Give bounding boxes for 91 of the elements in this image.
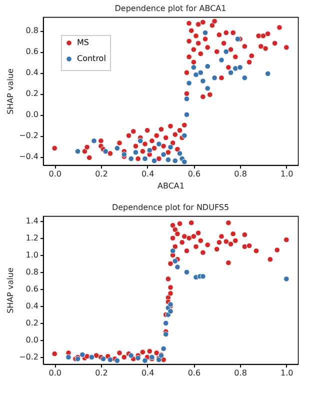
x-tick-label: 1.0 bbox=[280, 368, 294, 378]
point bbox=[128, 352, 134, 358]
y-tick-label: 0.2 bbox=[26, 318, 38, 328]
x-tick-label: 1.0 bbox=[280, 170, 294, 178]
point bbox=[91, 138, 97, 144]
x-tick-label: 0.0 bbox=[48, 368, 62, 378]
point bbox=[198, 70, 204, 76]
x-tick-label: 0.2 bbox=[95, 170, 108, 178]
point bbox=[162, 331, 169, 338]
point bbox=[232, 66, 238, 72]
point bbox=[182, 158, 188, 165]
y-tick-label: 1.0 bbox=[26, 250, 38, 260]
y-tick-label: −0.4 bbox=[19, 152, 38, 162]
point bbox=[182, 132, 188, 138]
point bbox=[184, 269, 190, 276]
y-tick-label: 0.6 bbox=[26, 284, 38, 294]
chart-title: Dependence plot for ABCA1 bbox=[114, 4, 226, 13]
point bbox=[242, 74, 248, 81]
point bbox=[162, 320, 169, 326]
point bbox=[172, 258, 178, 264]
y-tick-label: 0.8 bbox=[26, 268, 38, 277]
legend-label: Control bbox=[77, 54, 106, 63]
point bbox=[170, 248, 176, 254]
point bbox=[100, 356, 106, 362]
point bbox=[128, 156, 134, 162]
point bbox=[212, 74, 218, 81]
point bbox=[172, 158, 178, 164]
x-tick-label: 0.0 bbox=[48, 170, 62, 178]
point bbox=[142, 358, 148, 364]
y-tick-label: 0.8 bbox=[26, 26, 38, 36]
x-tick-label: 0.4 bbox=[141, 368, 154, 378]
point bbox=[114, 145, 120, 152]
point bbox=[237, 64, 243, 70]
point bbox=[184, 96, 190, 102]
point bbox=[146, 147, 153, 154]
y-axis-title: SHAP value bbox=[6, 68, 16, 114]
point bbox=[200, 274, 206, 280]
point bbox=[176, 150, 183, 156]
point bbox=[74, 148, 81, 154]
y-tick-label: −0.2 bbox=[19, 131, 38, 140]
point bbox=[135, 355, 141, 361]
point bbox=[202, 30, 208, 36]
x-tick-label: 0.6 bbox=[188, 170, 201, 178]
point bbox=[160, 152, 166, 158]
point bbox=[168, 144, 174, 150]
legend-label: MS bbox=[77, 38, 89, 47]
y-axis-title: SHAP value bbox=[6, 268, 16, 314]
y-tick-label: 1.4 bbox=[26, 216, 38, 226]
point bbox=[156, 141, 162, 147]
point bbox=[200, 78, 206, 84]
point bbox=[186, 80, 192, 86]
point bbox=[80, 352, 86, 358]
point bbox=[160, 346, 166, 352]
point bbox=[137, 138, 144, 144]
point bbox=[114, 358, 120, 364]
point bbox=[284, 276, 290, 282]
point bbox=[228, 70, 234, 76]
chart-title: Dependence plot for NDUFS5 bbox=[112, 203, 230, 212]
x-tick-label: 0.4 bbox=[141, 170, 154, 178]
point bbox=[168, 308, 174, 314]
y-tick-label: 0.0 bbox=[26, 110, 38, 120]
point bbox=[193, 72, 199, 78]
point bbox=[184, 112, 190, 118]
point bbox=[66, 354, 72, 360]
x-axis-title: ABCA1 bbox=[158, 182, 184, 190]
y-tick-label: 1.2 bbox=[26, 234, 38, 243]
y-tick-label: 0.4 bbox=[26, 68, 38, 78]
y-tick-label: −0.2 bbox=[19, 352, 38, 362]
point bbox=[190, 64, 197, 70]
point bbox=[234, 36, 241, 42]
x-tick-label: 0.6 bbox=[188, 368, 201, 378]
point bbox=[102, 148, 108, 154]
y-tick-label: 0.6 bbox=[26, 47, 38, 56]
point bbox=[165, 156, 172, 163]
point bbox=[174, 264, 180, 270]
point bbox=[223, 48, 230, 55]
point bbox=[204, 63, 210, 70]
point bbox=[132, 150, 139, 156]
point bbox=[218, 57, 224, 63]
point bbox=[204, 85, 210, 92]
x-tick-label: 0.2 bbox=[95, 368, 108, 378]
y-tick-label: 0.4 bbox=[26, 302, 38, 311]
x-tick-label: 0.8 bbox=[234, 368, 247, 378]
point bbox=[107, 356, 114, 363]
point bbox=[264, 70, 271, 77]
point bbox=[88, 354, 95, 360]
y-tick-label: 0.0 bbox=[26, 336, 38, 345]
point bbox=[151, 158, 158, 164]
x-tick-label: 0.8 bbox=[234, 170, 247, 178]
y-tick-label: 0.2 bbox=[26, 89, 38, 98]
point bbox=[142, 156, 148, 162]
